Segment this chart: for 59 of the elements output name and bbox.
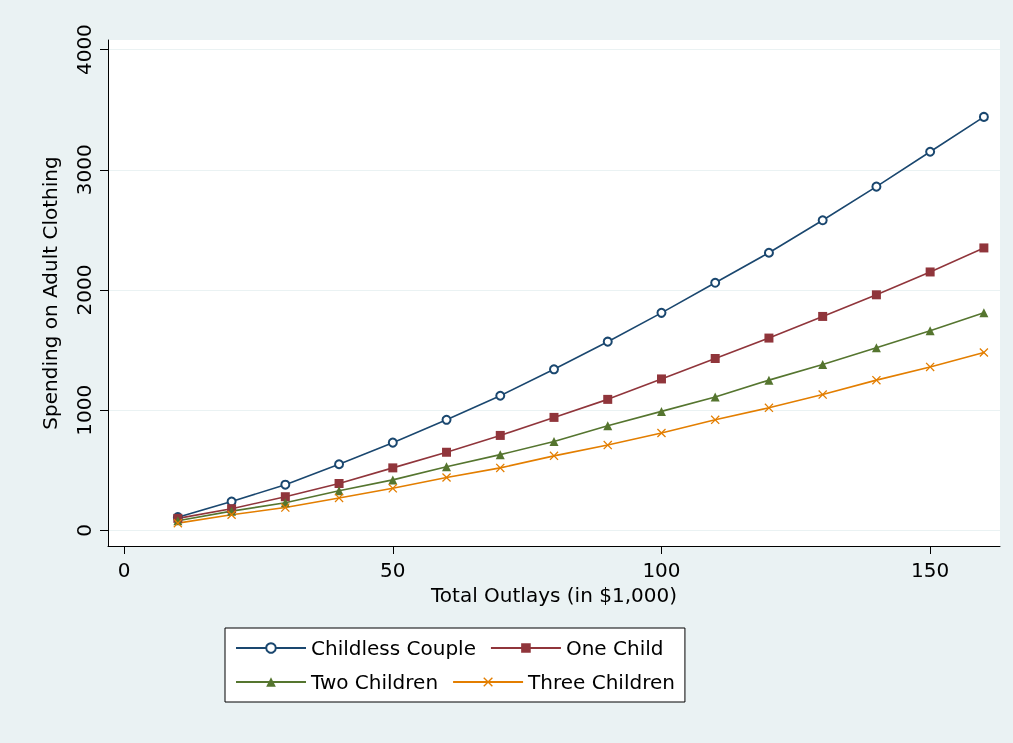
point: [925, 267, 935, 277]
point: [764, 333, 774, 343]
y-tick-label: 2000: [72, 264, 96, 316]
point: [925, 146, 936, 157]
point: [441, 414, 452, 425]
point: [871, 375, 881, 385]
point: [388, 463, 398, 473]
point: [495, 463, 505, 473]
legend-label: Two Children: [310, 670, 439, 694]
point: [817, 215, 828, 226]
point: [818, 390, 828, 400]
point: [979, 243, 989, 253]
point: [603, 394, 613, 404]
point: [442, 447, 452, 457]
point: [656, 374, 666, 384]
point: [442, 462, 452, 472]
point: [549, 436, 559, 446]
y-tick-label: 0: [72, 524, 96, 537]
y-tick-label: 1000: [72, 384, 96, 436]
point: [656, 307, 667, 318]
legend-label: Three Children: [527, 670, 675, 694]
point: [549, 412, 559, 422]
point: [495, 430, 505, 440]
point: [978, 111, 989, 122]
point: [764, 375, 774, 385]
y-tick-label: 4000: [72, 24, 96, 76]
point: [818, 311, 828, 321]
x-tick-label: 150: [911, 558, 950, 582]
x-tick-label: 0: [117, 558, 131, 582]
point: [763, 247, 774, 258]
point: [656, 406, 666, 416]
y-axis-title: Spending on Adult Clothing: [38, 156, 62, 430]
x-axis-title: Total Outlays (in $1,000): [430, 582, 677, 607]
point: [871, 343, 881, 353]
point: [495, 390, 506, 401]
point: [334, 479, 344, 488]
point: [710, 354, 720, 363]
point: [818, 360, 828, 370]
point: [280, 479, 291, 490]
point: [656, 428, 666, 438]
point: [280, 492, 290, 502]
legend-label: Childless Couple: [311, 636, 476, 660]
point: [710, 277, 721, 288]
point: [549, 364, 559, 375]
y-tick-label: 3000: [72, 144, 96, 196]
point: [603, 440, 613, 450]
x-tick-label: 100: [642, 558, 681, 582]
point: [280, 503, 290, 513]
point: [387, 437, 398, 448]
legend-label: One Child: [565, 636, 664, 660]
point: [764, 403, 774, 413]
point: [227, 510, 237, 520]
point: [334, 459, 345, 470]
x-tick-label: 50: [380, 558, 406, 582]
point: [602, 336, 613, 347]
point: [871, 290, 881, 300]
point: [979, 347, 989, 357]
point: [549, 451, 559, 461]
point: [871, 181, 882, 192]
